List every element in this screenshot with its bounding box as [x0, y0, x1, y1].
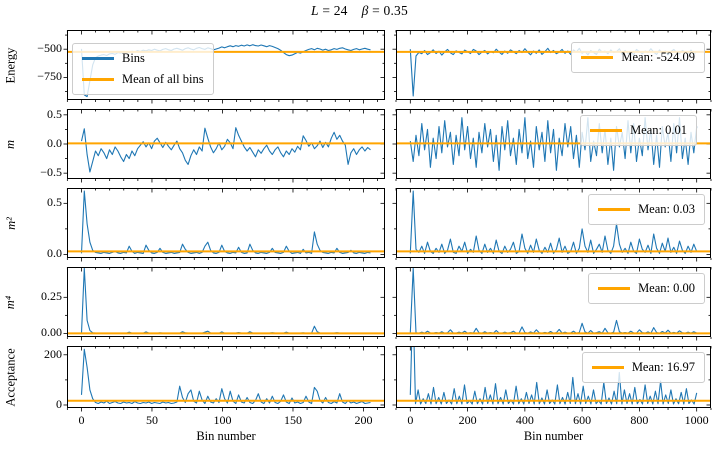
axes-frame: [67, 188, 385, 258]
axis-ticks: [63, 30, 385, 104]
legend-entry-mean: Mean: 0.03: [598, 199, 695, 220]
mean-line-swatch: [581, 56, 614, 59]
y-tick-label: 0.0: [47, 246, 62, 261]
x-tick-label: 200: [458, 413, 477, 427]
axis-ticks: [392, 188, 712, 262]
axes-frame: [396, 109, 711, 179]
axes-frame: [67, 346, 385, 408]
x-axis-label-right: Bin number: [523, 429, 584, 443]
mean-value-label: Mean: -524.09: [621, 50, 695, 64]
x-tick-label: 0: [407, 413, 414, 427]
mean-line-swatch: [598, 287, 631, 290]
x-tick-label: 400: [515, 413, 534, 427]
y-tick-label: −500: [37, 41, 62, 56]
bins-line-swatch: [82, 57, 114, 60]
chart-canvas: [392, 346, 712, 412]
x-tick-label: 150: [283, 413, 302, 427]
x-tick-label: 800: [630, 413, 649, 427]
x-tick-label: 50: [145, 413, 158, 427]
plot-acceptance-left: [63, 346, 385, 412]
title-value-beta: = 0.35: [368, 3, 408, 18]
title-value-L: = 24: [318, 3, 348, 18]
chart-canvas: [63, 109, 385, 183]
bins-line: [80, 190, 371, 254]
x-tick-label: 600: [573, 413, 592, 427]
x-tick-label: 1000: [684, 413, 709, 427]
axes-frame: [67, 267, 385, 337]
legend-entry-mean: Mean of all bins: [82, 69, 204, 90]
y-tick-label: 0.0: [47, 136, 62, 150]
legend-mean-m2: Mean: 0.03: [588, 194, 705, 225]
bins-line: [80, 267, 371, 334]
legend-mean-m: Mean: 0.01: [580, 115, 697, 146]
legend-mean-energy: Mean: -524.09: [571, 42, 705, 73]
y-tick-label: 0.00: [41, 325, 62, 340]
plot-acceptance-right: Mean: 16.97: [392, 346, 712, 412]
axes-frame: [67, 30, 385, 100]
y-axis-label-text: m²: [3, 216, 18, 230]
legend-entry-mean: Mean: -524.09: [581, 47, 695, 68]
legend-label-bins: Bins: [122, 51, 145, 65]
y-tick-label: 0.5: [47, 195, 62, 210]
y-tick-label: 200: [44, 346, 62, 361]
axis-ticks: [63, 267, 385, 341]
axes-frame: [396, 188, 711, 258]
plot-m4-right: Mean: 0.00: [392, 267, 712, 341]
legend-entry-bins: Bins: [82, 48, 204, 69]
legend-mean-m4: Mean: 0.00: [588, 273, 705, 304]
legend-entry-mean: Mean: 16.97: [591, 357, 695, 378]
plot-energy-right: Mean: -524.09: [392, 30, 712, 104]
plot-m2-right: Mean: 0.03: [392, 188, 712, 262]
legend-bins-mean: Bins Mean of all bins: [72, 43, 214, 95]
plot-m2-left: [63, 188, 385, 262]
plot-m4-left: [63, 267, 385, 341]
plot-m-left: [63, 109, 385, 183]
bins-line: [80, 348, 371, 405]
chart-canvas: [63, 188, 385, 262]
mean-line-swatch: [590, 129, 623, 132]
mean-value-label: Mean: 0.00: [638, 281, 695, 295]
plot-energy-left: Bins Mean of all bins: [63, 30, 385, 104]
axes-frame: [67, 109, 385, 179]
legend-entry-mean: Mean: 0.00: [598, 278, 695, 299]
mean-line-swatch: [591, 366, 624, 369]
figure-title: L = 24 β = 0.35: [0, 3, 719, 19]
bins-line: [409, 190, 698, 254]
x-tick-label: 200: [354, 413, 373, 427]
y-tick-label: −0.5: [40, 165, 62, 180]
x-tick-label: 100: [213, 413, 232, 427]
chart-canvas: [63, 346, 385, 412]
axes-frame: [396, 346, 711, 408]
mean-line-swatch: [598, 208, 631, 211]
legend-entry-mean: Mean: 0.01: [590, 120, 687, 141]
plot-m-right: Mean: 0.01: [392, 109, 712, 183]
bins-line: [80, 127, 371, 173]
mean-value-label: Mean: 0.03: [638, 202, 695, 216]
y-tick-label: 0.5: [47, 106, 62, 121]
y-tick-label: 0: [56, 396, 62, 411]
mean-value-label: Mean: 0.01: [630, 123, 687, 137]
x-axis-label-left: Bin number: [196, 429, 256, 443]
chart-canvas: [63, 267, 385, 341]
title-variable-L: L: [311, 3, 319, 18]
x-tick-label: 0: [78, 413, 85, 427]
title-variable-beta: β: [361, 3, 369, 18]
legend-mean-acceptance: Mean: 16.97: [581, 352, 705, 383]
mean-line-swatch: [82, 78, 114, 81]
mean-value-label: Mean: 16.97: [631, 360, 695, 374]
axes-frame: [396, 267, 711, 337]
chart-canvas: [392, 188, 712, 262]
y-tick-label: −750: [37, 69, 62, 84]
axis-ticks: [63, 188, 385, 262]
legend-label-mean: Mean of all bins: [122, 72, 204, 86]
axes-frame: [396, 30, 711, 100]
chart-canvas: [392, 267, 712, 341]
y-tick-label: 0.25: [41, 289, 62, 304]
